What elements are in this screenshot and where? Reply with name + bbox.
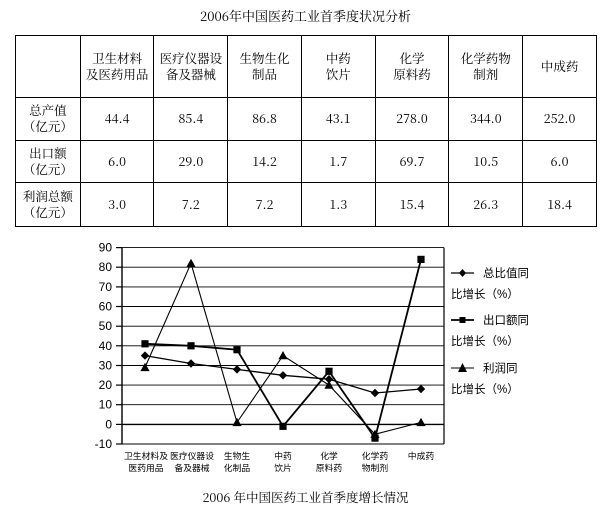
svg-text:医疗仪器设: 医疗仪器设 — [170, 450, 214, 461]
svg-text:40: 40 — [99, 339, 113, 353]
svg-text:20: 20 — [99, 378, 113, 392]
svg-text:比增长（%）: 比增长（%） — [451, 287, 519, 301]
svg-text:比增长（%）: 比增长（%） — [451, 382, 519, 396]
svg-text:中成药: 中成药 — [408, 450, 435, 461]
svg-text:比增长（%）: 比增长（%） — [451, 334, 519, 348]
svg-text:-10: -10 — [95, 437, 113, 451]
svg-text:10: 10 — [99, 398, 113, 412]
svg-text:卫生材料及: 卫生材料及 — [124, 450, 168, 461]
svg-text:90: 90 — [99, 241, 113, 255]
svg-text:中药: 中药 — [274, 450, 292, 461]
svg-text:生物生: 生物生 — [224, 450, 251, 461]
svg-text:物制剂: 物制剂 — [362, 462, 389, 473]
svg-text:备及器械: 备及器械 — [174, 462, 209, 473]
svg-text:医药用品: 医药用品 — [128, 463, 163, 473]
svg-text:化制品: 化制品 — [224, 462, 251, 473]
svg-text:30: 30 — [99, 359, 113, 373]
svg-text:70: 70 — [99, 280, 113, 294]
svg-text:80: 80 — [99, 260, 113, 274]
svg-text:总比值同: 总比值同 — [483, 266, 529, 280]
svg-text:出口额同: 出口额同 — [483, 313, 529, 327]
svg-text:化学: 化学 — [320, 450, 338, 461]
svg-text:0: 0 — [105, 417, 112, 431]
svg-text:利润同: 利润同 — [483, 361, 518, 375]
svg-text:化学药: 化学药 — [362, 450, 389, 461]
svg-text:饮片: 饮片 — [274, 462, 292, 473]
svg-text:原料药: 原料药 — [316, 462, 343, 473]
svg-text:60: 60 — [99, 300, 113, 314]
svg-text:50: 50 — [99, 319, 113, 333]
